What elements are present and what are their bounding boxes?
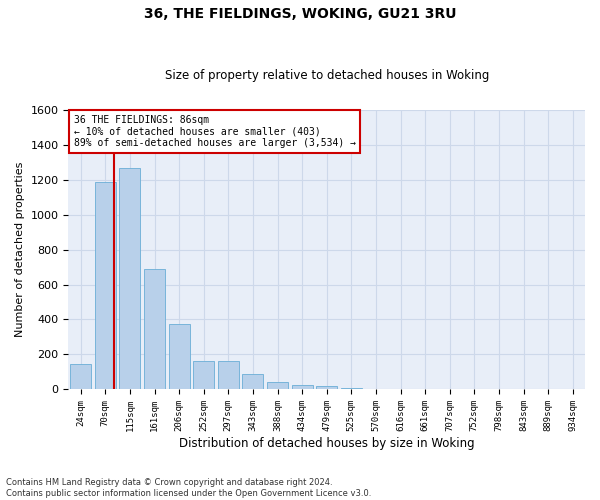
Title: Size of property relative to detached houses in Woking: Size of property relative to detached ho… [164, 69, 489, 82]
Bar [242, 374, 263, 390]
Bar [169, 324, 190, 390]
Bar [292, 384, 313, 390]
Text: 36, THE FIELDINGS, WOKING, GU21 3RU: 36, THE FIELDINGS, WOKING, GU21 3RU [144, 8, 456, 22]
Text: Contains HM Land Registry data © Crown copyright and database right 2024.
Contai: Contains HM Land Registry data © Crown c… [6, 478, 371, 498]
Bar [95, 182, 116, 390]
X-axis label: Distribution of detached houses by size in Woking: Distribution of detached houses by size … [179, 437, 475, 450]
Bar [341, 388, 362, 390]
Bar [267, 382, 288, 390]
Y-axis label: Number of detached properties: Number of detached properties [15, 162, 25, 337]
Text: 36 THE FIELDINGS: 86sqm
← 10% of detached houses are smaller (403)
89% of semi-d: 36 THE FIELDINGS: 86sqm ← 10% of detache… [74, 115, 356, 148]
Bar [193, 360, 214, 390]
Bar [70, 364, 91, 390]
Bar [218, 360, 239, 390]
Bar [316, 386, 337, 390]
Bar [119, 168, 140, 390]
Bar [144, 269, 165, 390]
